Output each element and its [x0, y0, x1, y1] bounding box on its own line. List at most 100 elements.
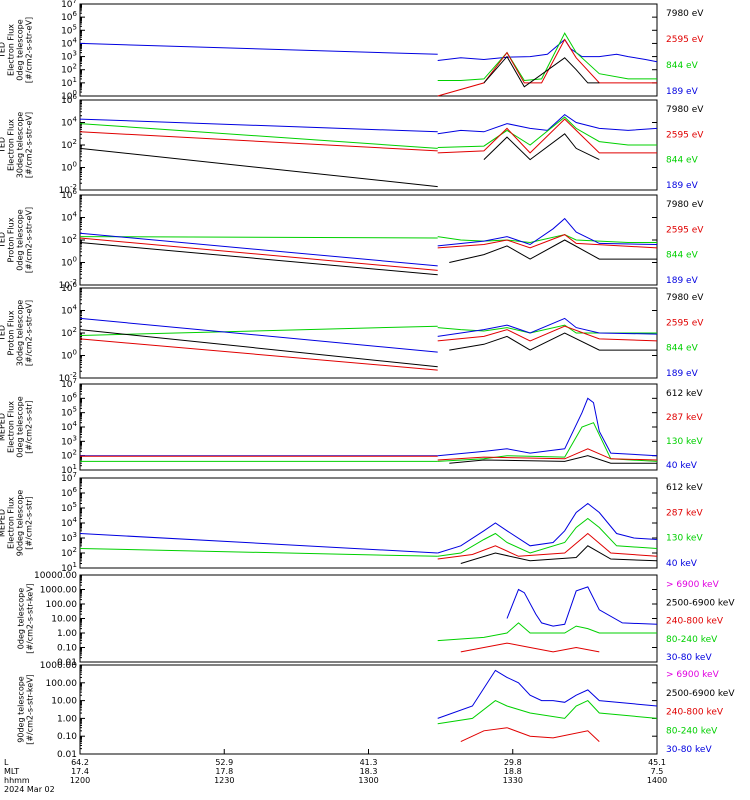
legend-entry: 844 eV [666, 61, 699, 71]
y-axis-label: TED [0, 42, 7, 59]
legend-entry: 240-800 keV [666, 617, 724, 627]
legend-entry: 30-80 keV [666, 653, 712, 663]
y-axis-label: 0deg telescope [16, 209, 25, 270]
legend-entry: 2500-6900 keV [666, 689, 735, 699]
legend-entry: 2500-6900 keV [666, 598, 735, 608]
y-axis-label: Proton Flux [7, 217, 16, 262]
legend-entry: 7980 eV [666, 293, 704, 303]
series-line-black [449, 455, 657, 464]
y-axis-label: [#/cm2-s-str-eV] [25, 112, 34, 178]
legend-entry: 287 keV [666, 508, 703, 518]
series-line-blue [79, 42, 438, 55]
panel-frame [79, 664, 658, 755]
y-tick-label: 103 [61, 434, 77, 447]
legend-entry: 30-80 keV [666, 745, 712, 755]
y-tick-label: 10.00 [51, 697, 77, 707]
y-tick-label: 104 [61, 420, 77, 433]
series-line-green [437, 517, 658, 557]
y-tick-label: 101 [61, 561, 77, 574]
series-line-black [483, 55, 600, 88]
panel-frame [79, 194, 658, 286]
x-tick-hhmm: 1330 [503, 776, 523, 785]
y-axis-label: [#/cm2-s-str-keV] [26, 674, 35, 745]
series-line-blue [437, 217, 658, 247]
legend-entry: 844 eV [666, 344, 699, 354]
legend-entry: 844 eV [666, 251, 699, 261]
y-tick-label: 102 [61, 138, 77, 151]
y-tick-label: 102 [61, 546, 77, 559]
y-tick-label: 1.00 [57, 714, 77, 724]
y-tick-label: 104 [61, 116, 77, 129]
y-axis-label: 0deg telescope [17, 588, 26, 649]
series-line-green [79, 548, 438, 557]
legend-entry: 189 eV [666, 181, 699, 191]
legend-entry: 2595 eV [666, 35, 704, 45]
x-row-label: MLT [4, 767, 19, 776]
series-line-green [437, 699, 658, 725]
y-tick-label: 107 [61, 0, 77, 10]
x-row-label: 2024 Mar 02 [4, 785, 55, 794]
series-line-blue [79, 533, 438, 554]
y-axis-label: [#/cm2-s-str] [25, 400, 34, 453]
legend-entry: 7980 eV [666, 9, 704, 19]
y-tick-label: 104 [61, 36, 77, 49]
y-tick-label: 1000.00 [40, 661, 77, 671]
series-line-blue [79, 317, 438, 353]
x-tick-MLT: 18.8 [504, 767, 522, 776]
legend-entry: 80-240 keV [666, 635, 718, 645]
y-tick-label: 106 [61, 486, 77, 499]
y-tick-label: 100.00 [46, 600, 78, 610]
legend-entry: 844 eV [666, 156, 699, 166]
series-line-red [79, 237, 438, 271]
y-axis-label: Electron Flux [7, 119, 16, 171]
y-tick-label: 101 [61, 463, 77, 476]
y-axis-label: [#/cm2-s-str-eV] [25, 17, 34, 83]
series-line-blue [506, 586, 658, 627]
series-line-red [79, 338, 438, 371]
series-line-blue [79, 232, 438, 267]
series-line-black [79, 242, 438, 276]
series-line-blue [437, 317, 658, 337]
series-line-green [437, 622, 657, 642]
panel-1 [79, 3, 658, 97]
x-row-label: hhmm [4, 776, 30, 785]
legend-entry: 130 keV [666, 437, 703, 447]
y-axis-label: MEPED [0, 413, 7, 441]
panel-6 [79, 477, 658, 569]
y-axis-label: Proton Flux [7, 310, 16, 355]
legend-entry: 612 keV [666, 389, 703, 399]
series-line-blue [437, 397, 658, 457]
series-line-red [437, 234, 658, 249]
y-tick-label: 10-2 [59, 183, 77, 196]
panel-frame [79, 383, 658, 471]
y-tick-label: 102 [61, 233, 77, 246]
series-line-black [79, 329, 438, 368]
legend-entry: 240-800 keV [666, 708, 724, 718]
legend-entry: 2595 eV [666, 318, 704, 328]
y-axis-label: [#/cm2-s-str-eV] [25, 300, 34, 366]
series-line-blue [79, 118, 438, 133]
y-tick-label: 100 [61, 89, 77, 102]
y-tick-label: 103 [61, 531, 77, 544]
series-line-black [483, 133, 600, 161]
series-line-red [460, 727, 600, 743]
panel-frame [79, 99, 658, 191]
y-tick-label: 0.01 [57, 658, 77, 668]
y-tick-label: 106 [61, 93, 77, 106]
legend-entry: 2595 eV [666, 225, 704, 235]
y-tick-label: 106 [61, 188, 77, 201]
x-tick-MLT: 18.3 [360, 767, 378, 776]
legend-entry: 7980 eV [666, 200, 704, 210]
y-axis-label: 30deg telescope [16, 112, 25, 179]
y-tick-label: 1.00 [57, 629, 77, 639]
legend-entry: 130 keV [666, 534, 703, 544]
x-tick-MLT: 17.8 [215, 767, 233, 776]
panel-4 [79, 287, 658, 379]
series-line-red [437, 448, 658, 461]
y-tick-label: 104 [61, 516, 77, 529]
y-tick-label: 1000.00 [40, 586, 77, 596]
series-line-red [437, 38, 657, 97]
x-tick-MLT: 17.4 [71, 767, 89, 776]
y-tick-label: 100 [61, 161, 77, 174]
x-tick-L: 29.8 [504, 758, 522, 767]
